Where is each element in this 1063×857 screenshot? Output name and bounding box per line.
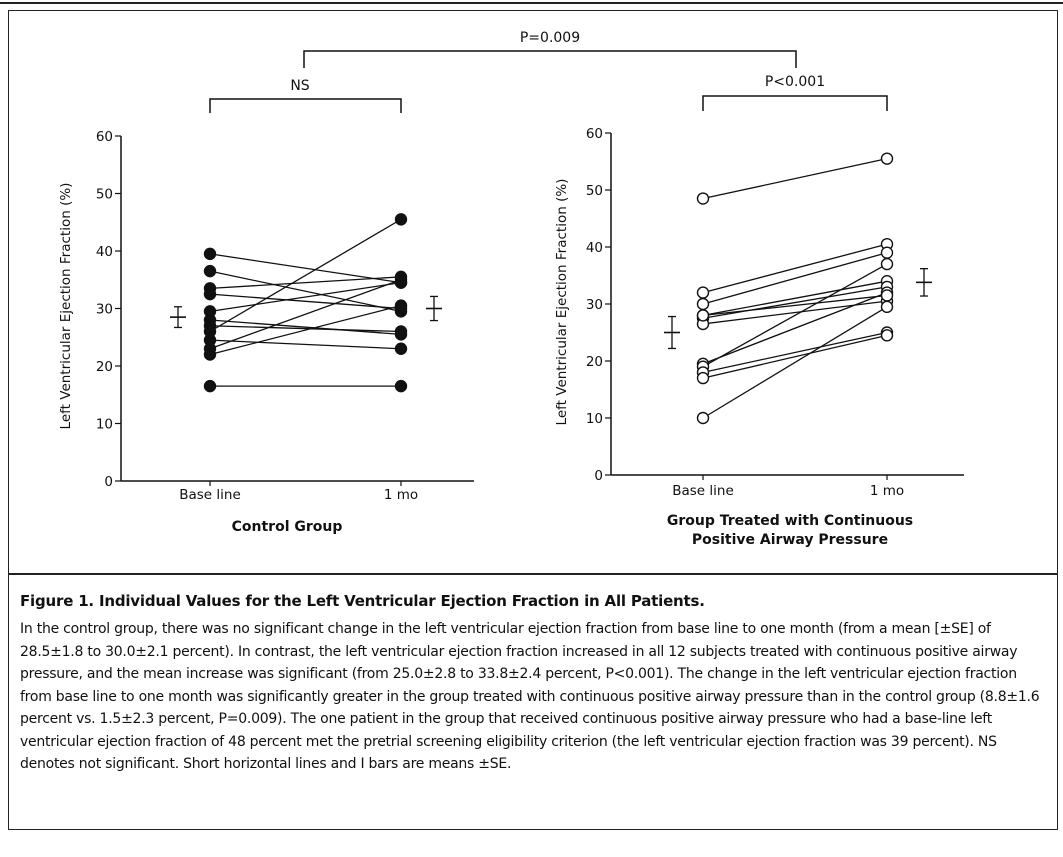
cpap-significance: P<0.001 bbox=[765, 74, 825, 90]
between-groups-bracket bbox=[303, 50, 797, 68]
cpap-data-point bbox=[696, 297, 710, 311]
control-y-tick-label: 30 bbox=[96, 302, 113, 318]
top-rule bbox=[0, 2, 1063, 4]
control-subject-line bbox=[209, 279, 402, 350]
cpap-subject-line bbox=[702, 243, 888, 294]
cpap-subject-line bbox=[702, 331, 888, 374]
control-y-tick-label: 60 bbox=[96, 129, 113, 145]
control-panel: Left Ventricular Ejection Fraction (%) C… bbox=[58, 129, 474, 535]
control-subject-line bbox=[209, 281, 402, 313]
control-data-point bbox=[394, 379, 408, 393]
cpap-data-point bbox=[880, 329, 894, 342]
control-subject-line bbox=[209, 253, 402, 284]
control-y-tick-label: 0 bbox=[104, 474, 113, 490]
cpap-data-point bbox=[880, 257, 894, 271]
control-subject-line bbox=[209, 293, 402, 310]
control-subject-line bbox=[209, 304, 402, 356]
cpap-data-point bbox=[880, 152, 894, 165]
control-data-point bbox=[394, 325, 408, 338]
cpap-data-point bbox=[880, 300, 894, 314]
cpap-x-axis-title: Group Treated with Continuous Positive A… bbox=[666, 513, 914, 548]
control-y-tick-label: 20 bbox=[96, 359, 113, 375]
cpap-y-axis-label: Left Ventricular Ejection Fraction (%) bbox=[554, 179, 570, 426]
between-groups-p-value: P=0.009 bbox=[520, 30, 580, 46]
cpap-subject-line bbox=[702, 280, 888, 317]
control-subject-line bbox=[209, 339, 402, 350]
cpap-y-tick-label: 40 bbox=[586, 240, 603, 256]
control-data-point bbox=[203, 264, 217, 278]
cpap-subject-line bbox=[702, 286, 888, 319]
control-subject-line bbox=[209, 319, 402, 336]
control-subject-line bbox=[209, 270, 402, 313]
control-data-point bbox=[394, 273, 408, 286]
control-data-point bbox=[203, 247, 217, 261]
control-subject-line bbox=[209, 276, 402, 290]
cpap-data-point bbox=[696, 309, 710, 322]
cpap-bracket bbox=[702, 95, 888, 111]
cpap-y-tick-label: 50 bbox=[586, 183, 603, 199]
cpap-subject-line bbox=[702, 158, 888, 200]
control-bracket bbox=[209, 98, 402, 113]
cpap-subject-line bbox=[702, 291, 888, 365]
control-significance: NS bbox=[290, 78, 309, 94]
control-data-point bbox=[394, 213, 408, 226]
figure-caption: Figure 1. Individual Values for the Left… bbox=[20, 592, 1050, 776]
control-y-axis-label: Left Ventricular Ejection Fraction (%) bbox=[58, 183, 74, 430]
cpap-y-tick-label: 0 bbox=[594, 468, 603, 484]
control-data-point bbox=[203, 379, 217, 393]
control-y-tick-label: 50 bbox=[96, 187, 113, 203]
cpap-subject-line bbox=[702, 252, 888, 305]
control-subject-line bbox=[209, 325, 402, 333]
cpap-panel: Left Ventricular Ejection Fraction (%) G… bbox=[554, 126, 964, 548]
cpap-y-tick-label: 10 bbox=[586, 411, 603, 427]
cpap-subject-line bbox=[702, 263, 888, 368]
cpap-subject-line bbox=[702, 334, 888, 379]
control-data-point bbox=[203, 287, 217, 301]
cpap-y-tick-label: 30 bbox=[586, 297, 603, 313]
control-y-tick-label: 10 bbox=[96, 417, 113, 433]
figure-charts: P=0.009 NS P<0.001 Left Ventricular Ejec… bbox=[58, 30, 964, 548]
caption-divider bbox=[8, 573, 1058, 575]
cpap-data-point bbox=[696, 286, 710, 299]
cpap-subject-line bbox=[702, 294, 888, 317]
caption-title: Figure 1. Individual Values for the Left… bbox=[20, 592, 705, 610]
cpap-x-axis-title-box: Group Treated with Continuous Positive A… bbox=[666, 513, 914, 548]
cpap-data-point bbox=[880, 246, 894, 259]
cpap-subject-line bbox=[702, 306, 888, 419]
figure-frame bbox=[8, 10, 1058, 830]
cpap-data-point bbox=[880, 289, 894, 302]
control-x-axis-title: Control Group bbox=[232, 519, 343, 535]
cpap-data-point bbox=[696, 411, 710, 425]
cpap-data-point bbox=[696, 192, 710, 205]
control-data-point bbox=[203, 348, 217, 361]
cpap-data-point bbox=[696, 371, 710, 385]
cpap-y-tick-label: 60 bbox=[586, 126, 603, 142]
cpap-x-tick-label: Base line bbox=[672, 483, 734, 499]
control-data-point bbox=[394, 342, 408, 355]
control-data-point bbox=[394, 299, 408, 312]
control-subject-line bbox=[209, 218, 402, 333]
control-x-tick-label: Base line bbox=[179, 487, 241, 503]
cpap-x-tick-label: 1 mo bbox=[870, 483, 904, 499]
cpap-y-tick-label: 20 bbox=[586, 354, 603, 370]
caption-text: In the control group, there was no signi… bbox=[20, 621, 1040, 772]
control-x-tick-label: 1 mo bbox=[384, 487, 418, 503]
control-y-tick-label: 40 bbox=[96, 244, 113, 260]
